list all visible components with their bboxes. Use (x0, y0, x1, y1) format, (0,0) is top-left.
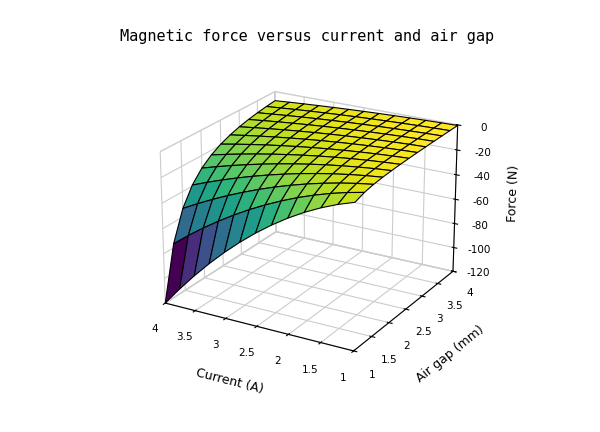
X-axis label: Current (A): Current (A) (195, 366, 265, 396)
Y-axis label: Air gap (mm): Air gap (mm) (413, 324, 487, 385)
Title: Magnetic force versus current and air gap: Magnetic force versus current and air ga… (121, 29, 494, 44)
